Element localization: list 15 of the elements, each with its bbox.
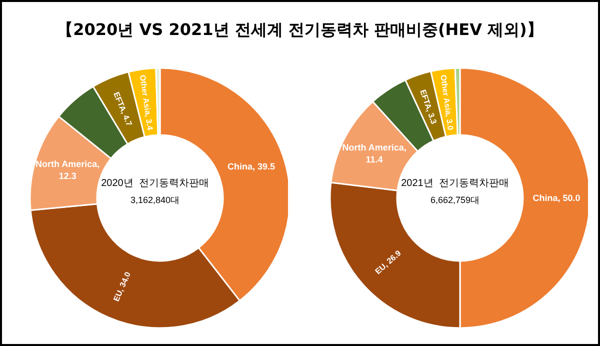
- chart-title: 【2020년 VS 2021년 전세계 전기동력차 판매비중(HEV 제외)】: [56, 20, 544, 41]
- data-label: Other Asia, 3.4: [138, 74, 156, 132]
- text: 2020년 전기동력차판매: [100, 177, 210, 191]
- data-label: Other Asia, 3.0: [439, 74, 456, 132]
- data-label: China, 50.0: [532, 193, 580, 203]
- text: 3,162,840대: [129, 194, 181, 207]
- data-label: EFTA, 3.3: [418, 88, 439, 126]
- text: 6,662,759대: [429, 194, 481, 207]
- data-label: China, 39.5: [228, 162, 276, 172]
- text: 2021년 전기동력차판매: [400, 177, 510, 191]
- data-label: North America, 11.4: [342, 142, 406, 165]
- data-label: EFTA, 4.7: [112, 90, 134, 128]
- data-label: EU, 34.0: [111, 270, 132, 303]
- data-label: EU, 26.9: [373, 248, 403, 276]
- data-label: North America, 12.3: [35, 159, 100, 182]
